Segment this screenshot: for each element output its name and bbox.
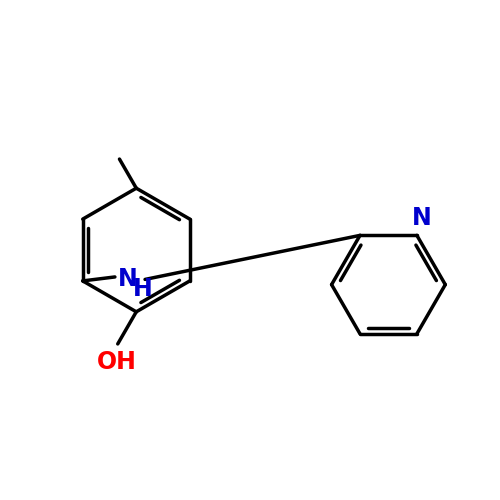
Text: H: H	[132, 278, 152, 301]
Text: N: N	[412, 206, 432, 231]
Text: OH: OH	[97, 350, 136, 374]
Text: N: N	[118, 268, 138, 291]
